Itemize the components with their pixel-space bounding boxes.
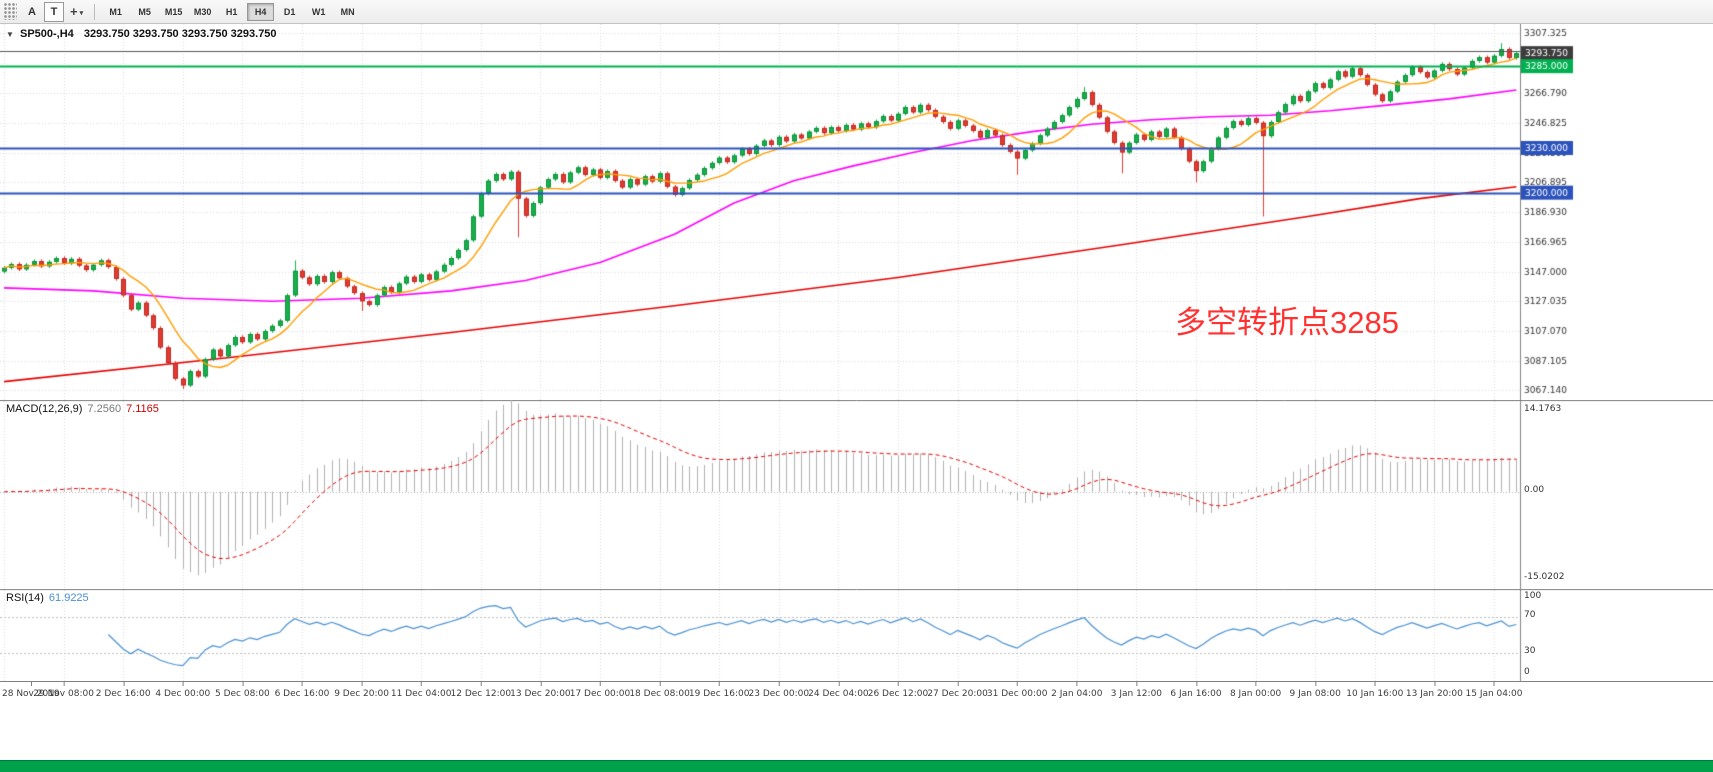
time-axis-label: 27 Dec 20:00 xyxy=(927,682,988,699)
time-axis-label: 10 Jan 16:00 xyxy=(1346,682,1403,699)
crosshair-tool-button[interactable]: + ▾ xyxy=(66,2,87,22)
macd-indicator-label: MACD(12,26,9) 7.2560 7.1165 xyxy=(6,403,159,415)
timeframe-button[interactable]: W1 xyxy=(305,3,332,21)
chart-annotation: 多空转折点3285 xyxy=(1175,305,1399,340)
toolbar-separator xyxy=(94,3,96,20)
time-axis-label: 5 Dec 08:00 xyxy=(215,682,270,699)
timeframe-button[interactable]: H1 xyxy=(218,3,245,21)
time-axis-label: 17 Dec 00:00 xyxy=(570,682,630,699)
time-axis-label: 26 Dec 12:00 xyxy=(868,682,928,699)
time-axis-label: 9 Jan 08:00 xyxy=(1290,682,1341,699)
timeframe-button[interactable]: D1 xyxy=(276,3,303,21)
macd-signal-value: 7.1165 xyxy=(126,403,159,415)
collapse-triangle-icon[interactable]: ▼ xyxy=(6,30,14,39)
macd-axis-min: -15.0202 xyxy=(1524,572,1565,582)
rsi-axis-70: 70 xyxy=(1524,610,1536,620)
rsi-axis-0: 0 xyxy=(1524,667,1530,677)
time-axis-label: 9 Dec 20:00 xyxy=(334,682,389,699)
time-axis-label: 2 Jan 04:00 xyxy=(1051,682,1102,699)
timeframe-button[interactable]: M15 xyxy=(160,3,187,21)
macd-axis-zero: 0.00 xyxy=(1524,485,1545,495)
time-axis-label: 8 Jan 00:00 xyxy=(1230,682,1281,699)
time-axis-label: 6 Jan 16:00 xyxy=(1170,682,1222,699)
timeframe-button[interactable]: M30 xyxy=(189,3,216,21)
time-axis-label: 4 Dec 00:00 xyxy=(155,682,210,699)
rsi-name: RSI(14) xyxy=(6,592,44,604)
rsi-panel-canvas[interactable] xyxy=(0,589,1713,681)
chart-header: ▼ SP500-,H4 3293.750 3293.750 3293.750 3… xyxy=(6,28,277,40)
time-axis-label: 2 Dec 16:00 xyxy=(96,682,151,699)
time-axis-label: 29 Nov 08:00 xyxy=(33,682,94,699)
cursor-tool-button[interactable]: A xyxy=(22,2,42,22)
timeframe-button[interactable]: M1 xyxy=(102,3,129,21)
symbol-period-label: SP500-,H4 xyxy=(19,28,74,40)
time-axis-label: 13 Jan 20:00 xyxy=(1406,682,1463,699)
time-axis-label: 18 Dec 08:00 xyxy=(629,682,690,699)
time-axis-label: 24 Dec 04:00 xyxy=(808,682,869,699)
timeframe-group: M1 M5 M15 M30 H1 H4 D1 W1 MN xyxy=(101,2,362,21)
rsi-value: 61.9225 xyxy=(48,592,89,604)
time-axis: 28 Nov 2019 29 Nov 08:00 2 Dec 16:00 4 Dec … xyxy=(0,681,1713,705)
time-axis-label: 31 Dec 00:00 xyxy=(987,682,1047,699)
macd-axis-max: 14.1763 xyxy=(1524,404,1562,414)
time-axis-label: 19 Dec 16:00 xyxy=(689,682,749,699)
bottom-green-bar xyxy=(0,760,1713,772)
toolbar-grip-handle[interactable] xyxy=(4,3,17,20)
time-axis-label: 23 Dec 00:00 xyxy=(749,682,809,699)
time-axis-label: 15 Jan 04:00 xyxy=(1466,682,1522,699)
macd-panel-canvas[interactable] xyxy=(0,400,1713,589)
timeframe-button[interactable]: M5 xyxy=(131,3,158,21)
rsi-indicator-label: RSI(14) 61.9225 xyxy=(6,592,89,604)
crosshair-icon: + xyxy=(70,4,78,19)
time-axis-label: 6 Dec 16:00 xyxy=(275,682,329,699)
time-axis-label: 3 Jan 12:00 xyxy=(1111,682,1162,699)
text-tool-button[interactable]: T xyxy=(44,1,64,22)
time-axis-label: 12 Dec 12:00 xyxy=(451,682,511,699)
time-axis-label: 28 Nov 2019 xyxy=(2,682,60,699)
time-axis-label: 11 Dec 04:00 xyxy=(391,682,451,699)
timeframe-button[interactable]: MN xyxy=(334,3,361,21)
time-axis-label: 13 Dec 20:00 xyxy=(510,682,571,699)
chevron-down-icon: ▾ xyxy=(79,10,84,17)
macd-name: MACD(12,26,9) xyxy=(6,403,83,415)
toolbar: A T + ▾ M1 M5 M15 M30 H1 H4 D1 W1 MN xyxy=(0,0,1713,24)
ohlc-values: 3293.750 3293.750 3293.750 3293.750 xyxy=(83,28,277,40)
macd-main-value: 7.2560 xyxy=(87,403,122,415)
main-chart-canvas[interactable] xyxy=(0,24,1713,400)
rsi-axis-30: 30 xyxy=(1524,646,1536,656)
timeframe-button[interactable]: H4 xyxy=(247,2,275,21)
rsi-axis-100: 100 xyxy=(1524,591,1542,601)
